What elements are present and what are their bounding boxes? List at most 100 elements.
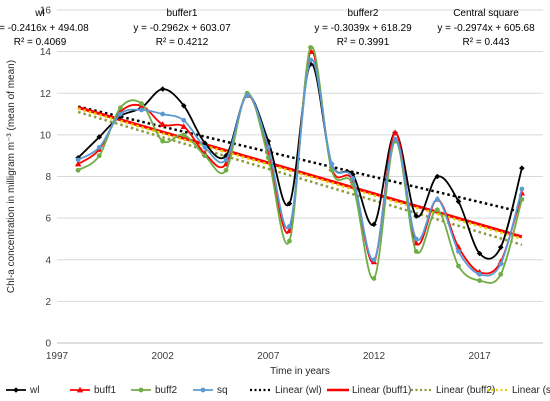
annotation-equation: y = -0.2974x + 605.68: [437, 23, 535, 34]
data-point: [329, 167, 335, 173]
annotations: wl y = -0.2416x + 494.08 R² = 0.4069 buffer…: [0, 8, 535, 48]
legend-label: Linear (buff1): [352, 385, 411, 396]
data-point: [371, 257, 377, 263]
data-point: [308, 57, 313, 63]
annotation-equation: y = -0.3039x + 618.29: [314, 23, 412, 34]
annotation-r2: R² = 0.4212: [156, 37, 209, 48]
annotation-equation: y = -0.2416x + 494.08: [0, 23, 89, 34]
series-line: [77, 50, 523, 275]
annotation-equation: y = -0.2962x + 603.07: [133, 23, 231, 34]
data-point: [180, 123, 187, 129]
data-point: [413, 249, 419, 254]
data-point: [329, 161, 335, 167]
data-point: [456, 249, 461, 254]
data-point: [117, 111, 123, 117]
data-point: [202, 153, 208, 159]
legend-marker: [138, 387, 144, 393]
annotation-r2: R² = 0.4069: [14, 37, 67, 48]
legend-label: Linear (wl): [275, 385, 322, 396]
data-point: [371, 221, 377, 228]
y-tick-label: 8: [45, 172, 51, 183]
y-axis-title: Chl-a concentration in milligram m⁻³ (me…: [6, 60, 17, 293]
data-point: [180, 102, 187, 109]
data-point: [139, 101, 144, 107]
data-point: [497, 244, 504, 251]
series-lines: [74, 45, 526, 284]
legend-label: sq: [217, 385, 228, 396]
trendline: [77, 105, 523, 214]
data-point: [391, 129, 399, 136]
annotation-title: buffer2: [348, 8, 379, 19]
data-point: [498, 271, 504, 277]
x-axis-ticks: 1997 2002 2007 2012 2017: [46, 351, 491, 362]
data-point: [75, 167, 81, 173]
legend-label: Linear (buff2): [436, 385, 495, 396]
data-point: [181, 132, 187, 138]
data-point: [434, 173, 441, 180]
x-tick-label: 2017: [468, 351, 491, 362]
annotation-title: Central square: [453, 8, 519, 19]
data-point: [139, 107, 144, 113]
data-point: [519, 165, 525, 171]
data-point: [286, 200, 293, 207]
annotation-title: buffer1: [167, 8, 198, 19]
y-tick-label: 14: [40, 47, 52, 58]
x-tick-label: 1997: [46, 351, 69, 362]
legend-marker: [13, 387, 19, 393]
data-point: [159, 86, 166, 92]
trendline: [77, 105, 523, 239]
data-point: [477, 278, 483, 283]
data-point: [202, 140, 208, 146]
y-tick-label: 6: [45, 214, 51, 225]
data-point: [74, 160, 82, 167]
y-tick-label: 4: [45, 255, 51, 266]
y-tick-label: 0: [45, 339, 51, 350]
data-point: [434, 207, 440, 213]
data-point: [519, 196, 525, 202]
legend-label: wl: [29, 385, 39, 396]
data-point: [287, 224, 292, 229]
x-tick-label: 2007: [257, 351, 280, 362]
data-point: [117, 105, 123, 111]
data-point: [223, 157, 229, 163]
data-point: [223, 167, 229, 173]
x-tick-label: 2012: [363, 351, 386, 362]
annotation-r2: R² = 0.443: [463, 37, 510, 48]
data-point: [160, 111, 166, 117]
data-point: [392, 136, 398, 142]
data-point: [265, 155, 271, 161]
data-point: [75, 157, 81, 163]
data-point: [96, 144, 102, 150]
series-line: [77, 45, 523, 284]
gridlines: [57, 9, 543, 302]
data-point: [96, 153, 102, 159]
data-point: [350, 176, 356, 181]
data-point: [202, 144, 208, 150]
annotation-r2: R² = 0.3991: [337, 37, 390, 48]
legend-marker: [76, 386, 84, 393]
legend-label: Linear (sq): [512, 385, 550, 396]
data-point: [519, 186, 525, 192]
data-point: [413, 236, 419, 242]
legend: wl buff1 buff2 sq Linear (wl) Linear (buff1) L…: [6, 385, 550, 396]
annotation-title: wl: [34, 8, 44, 19]
data-point: [350, 171, 356, 178]
data-point: [159, 121, 166, 127]
x-tick-label: 2002: [152, 351, 175, 362]
data-point: [181, 117, 187, 123]
y-tick-label: 12: [40, 89, 52, 100]
y-tick-label: 2: [45, 297, 51, 308]
y-axis-ticks: 0 2 4 6 8 10 12 14 16: [40, 6, 52, 350]
data-point: [96, 134, 103, 140]
data-point: [308, 45, 313, 50]
data-point: [160, 138, 166, 144]
y-tick-label: 10: [40, 130, 52, 141]
y-tick-label: 16: [40, 6, 52, 17]
data-point: [434, 196, 440, 202]
data-point: [287, 238, 292, 244]
data-point: [455, 198, 462, 205]
data-point: [413, 213, 420, 219]
data-point: [265, 138, 272, 144]
data-point: [476, 250, 483, 257]
